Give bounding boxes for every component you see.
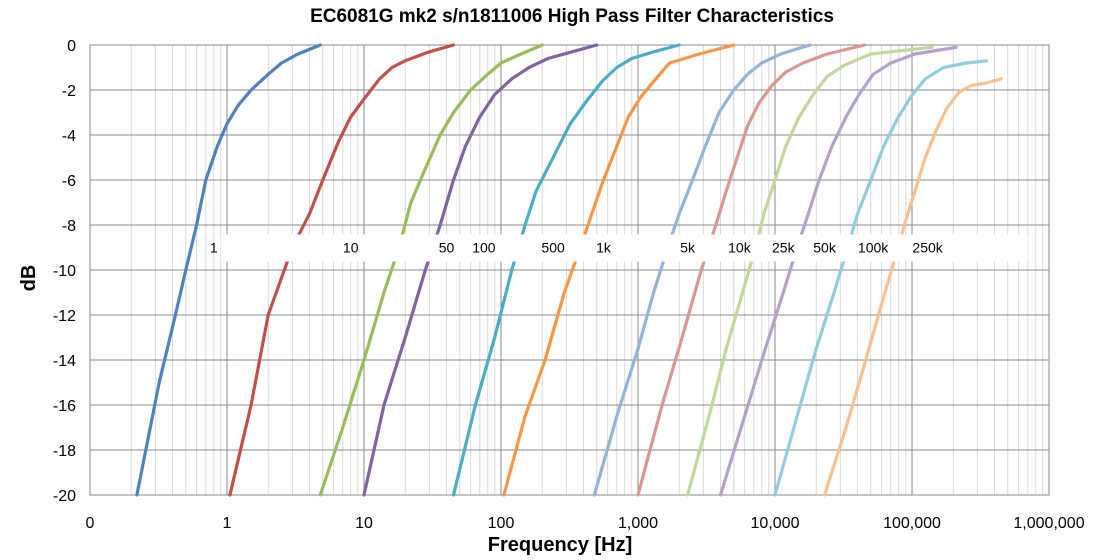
curve-label-5k: 5k: [680, 240, 696, 256]
series-line-100: [362, 43, 599, 497]
y-tick-label: -2: [62, 83, 76, 100]
series-line-50k: [718, 45, 958, 497]
x-axis-title: Frequency [Hz]: [488, 534, 632, 556]
y-tick-label: -6: [62, 173, 76, 190]
y-tick-label: -14: [53, 353, 76, 370]
curve-label-250k: 250k: [912, 240, 943, 256]
x-tick-label: 1,000,000: [1013, 515, 1084, 532]
series-line-10: [228, 43, 456, 497]
x-tick-label: 100: [488, 515, 515, 532]
series-line-10k: [636, 43, 867, 497]
series-line-100k: [773, 59, 989, 497]
y-tick-label: 0: [67, 38, 76, 55]
x-tick-label: 0: [86, 515, 95, 532]
y-tick-label: -18: [53, 443, 76, 460]
series-line-5k: [592, 43, 812, 497]
curve-label-50: 50: [439, 240, 455, 256]
y-tick-labels: 0 -2 -4 -6 -8 -10 -12 -14 -16 -18 -20: [53, 38, 76, 505]
y-tick-label: -8: [62, 218, 76, 235]
y-tick-label: -10: [53, 263, 76, 280]
series-layer: [135, 43, 1004, 497]
series-line-25k: [685, 45, 934, 497]
curve-label-1k: 1k: [596, 240, 612, 256]
y-tick-label: -4: [62, 128, 76, 145]
x-tick-label: 1: [223, 515, 232, 532]
y-tick-label: -16: [53, 398, 76, 415]
curve-label-50k: 50k: [813, 240, 837, 256]
series-line-500: [451, 43, 681, 497]
x-tick-label: 100,000: [883, 515, 941, 532]
series-line-250k: [822, 77, 1004, 497]
series-line-50: [318, 43, 544, 497]
label-band: [220, 234, 1028, 262]
chart-title: EC6081G mk2 s/n1811006 High Pass Filter …: [310, 6, 834, 27]
series-line-1k: [502, 43, 736, 497]
y-axis-title: dB: [18, 265, 40, 292]
curve-label-10k: 10k: [728, 240, 752, 256]
curve-label-100: 100: [472, 240, 496, 256]
y-tick-label: -20: [53, 488, 76, 505]
x-tick-label: 10,000: [751, 515, 800, 532]
curve-label-25k: 25k: [772, 240, 796, 256]
curve-labels: 1 10 50 100 500 1k 5k 10k 25k 50k 100k 250k: [210, 234, 1028, 262]
plot-area-border: [89, 44, 1050, 496]
x-tick-label: 10: [355, 515, 373, 532]
y-tick-label: -12: [53, 308, 76, 325]
series-line-1: [135, 43, 322, 497]
curve-label-100k: 100k: [858, 240, 889, 256]
curve-label-500: 500: [541, 240, 565, 256]
x-tick-label: 1,000: [618, 515, 658, 532]
curve-label-10: 10: [343, 240, 359, 256]
x-tick-labels: 0 1 10 100 1,000 10,000 100,000 1,000,000: [86, 515, 1085, 532]
curve-label-1: 1: [210, 240, 218, 256]
